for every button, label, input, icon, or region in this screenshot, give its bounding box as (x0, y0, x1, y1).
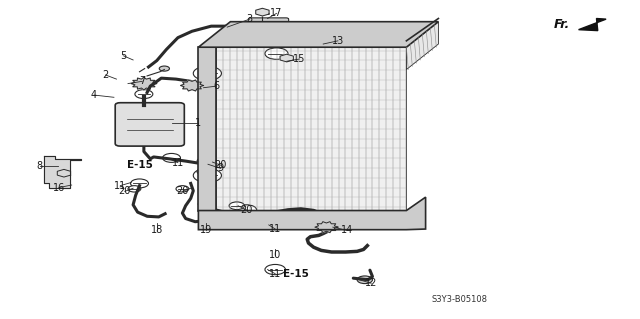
Polygon shape (198, 47, 216, 211)
Circle shape (193, 168, 221, 182)
Text: 16: 16 (52, 182, 65, 193)
Text: 20: 20 (214, 160, 227, 170)
Text: 19: 19 (200, 225, 212, 235)
Text: 9: 9 (218, 163, 224, 174)
Text: Fr.: Fr. (554, 18, 570, 31)
Circle shape (176, 186, 189, 192)
Circle shape (229, 202, 244, 210)
Circle shape (163, 153, 180, 162)
Text: E-15: E-15 (127, 160, 152, 170)
Text: 15: 15 (293, 54, 306, 64)
Circle shape (197, 167, 215, 176)
Polygon shape (131, 77, 157, 90)
Text: 20: 20 (240, 205, 253, 215)
Circle shape (265, 264, 285, 275)
Circle shape (128, 186, 141, 192)
FancyBboxPatch shape (248, 18, 289, 32)
Circle shape (197, 157, 212, 165)
Circle shape (131, 179, 148, 188)
Text: S3Y3-B05108: S3Y3-B05108 (431, 295, 488, 304)
Circle shape (159, 66, 170, 71)
Circle shape (357, 276, 372, 284)
Polygon shape (406, 22, 438, 70)
Text: 10: 10 (269, 250, 282, 260)
FancyBboxPatch shape (301, 29, 346, 47)
Polygon shape (216, 41, 406, 217)
Polygon shape (256, 8, 269, 16)
Circle shape (193, 66, 221, 80)
Text: E-15: E-15 (283, 269, 308, 279)
Text: 4: 4 (91, 90, 97, 100)
Circle shape (135, 90, 153, 99)
Polygon shape (198, 22, 438, 47)
Text: 2: 2 (102, 70, 109, 80)
Text: 1: 1 (195, 118, 202, 128)
Text: 6: 6 (213, 81, 220, 91)
Text: 18: 18 (150, 225, 163, 235)
Text: 13: 13 (332, 36, 344, 46)
Text: 11: 11 (172, 158, 184, 168)
Polygon shape (579, 19, 606, 31)
Polygon shape (44, 156, 81, 188)
Text: 3: 3 (246, 14, 253, 24)
Circle shape (236, 205, 257, 215)
Text: 5: 5 (120, 51, 127, 61)
Text: 7: 7 (139, 76, 145, 86)
Text: 11: 11 (114, 181, 127, 191)
Polygon shape (198, 197, 426, 230)
Text: 12: 12 (365, 278, 378, 288)
Polygon shape (280, 54, 293, 62)
Polygon shape (315, 222, 338, 233)
Text: 17: 17 (270, 8, 283, 19)
Text: 11: 11 (269, 269, 282, 279)
Circle shape (138, 80, 150, 87)
FancyBboxPatch shape (115, 103, 184, 146)
Text: 8: 8 (36, 161, 43, 171)
Circle shape (265, 48, 288, 59)
Text: 20: 20 (176, 186, 189, 197)
Polygon shape (180, 80, 204, 91)
Text: 11: 11 (269, 224, 282, 234)
Text: 14: 14 (340, 225, 353, 235)
Text: 20: 20 (118, 186, 131, 197)
Polygon shape (58, 169, 70, 177)
